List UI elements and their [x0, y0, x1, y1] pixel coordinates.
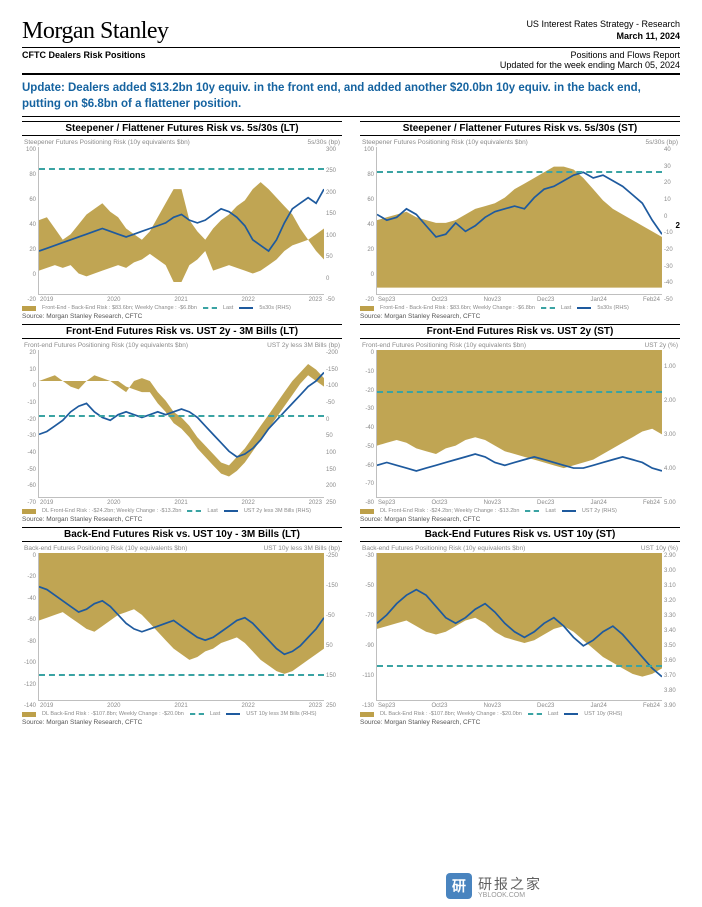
watermark-icon: 研	[446, 873, 472, 899]
chart-cell: Front-End Futures Risk vs. UST 2y (ST) F…	[360, 324, 680, 523]
x-axis: 20192020202120222023	[38, 498, 324, 506]
y-axis-left: 0-10-20-30-40-50-60-70-80	[360, 350, 374, 506]
y-axis-left: 0-20-40-60-80-100-120-140	[22, 553, 36, 709]
reference-line	[377, 665, 662, 667]
x-axis: Sep23Oct23Nov23Dec23Jan24Feb24	[376, 295, 662, 303]
chart-title: Back-End Futures Risk vs. UST 10y - 3M B…	[22, 527, 342, 542]
chart-sub-left: Back-end Futures Positioning Risk (10y e…	[362, 545, 525, 552]
y-axis-right: -250-150-5050150250	[326, 553, 342, 709]
chart-source: Source: Morgan Stanley Research, CFTC	[22, 312, 342, 320]
x-axis: Sep23Oct23Nov23Dec23Jan24Feb24	[376, 701, 662, 709]
section-title: CFTC Dealers Risk Positions	[22, 50, 146, 70]
chart-legend: Front-End - Back-End Risk : $83.6bn; Wee…	[360, 303, 680, 312]
header-line3: Updated for the week ending March 05, 20…	[500, 60, 680, 70]
reference-line	[39, 415, 324, 417]
chart-title: Steepener / Flattener Futures Risk vs. 5…	[360, 121, 680, 136]
y-axis-left: -30-50-70-90-110-130	[360, 553, 374, 709]
chart-plot: 2	[376, 147, 662, 295]
y-axis-left: 20100-10-20-30-40-50-60-70	[22, 350, 36, 506]
chart-legend: DL Back-End Risk : -$107.8bn; Weekly Cha…	[22, 709, 342, 718]
chart-sub-right: UST 2y less 3M Bills (bp)	[267, 342, 340, 349]
chart-plot	[38, 553, 324, 701]
x-axis: Sep23Oct23Nov23Dec23Jan24Feb24	[376, 498, 662, 506]
header-meta: US Interest Rates Strategy - Research Ma…	[526, 18, 680, 42]
reference-line	[39, 674, 324, 676]
chart-sub-right: UST 10y (%)	[641, 545, 678, 552]
chart-sub-left: Steepener Futures Positioning Risk (10y …	[24, 139, 190, 146]
watermark: 研 研报之家 YBLOOK.COM	[446, 873, 542, 899]
chart-sub-left: Back-end Futures Positioning Risk (10y e…	[24, 545, 187, 552]
brand-logo: Morgan Stanley	[22, 18, 169, 45]
header-line1: US Interest Rates Strategy - Research	[526, 18, 680, 30]
reference-line	[39, 168, 324, 170]
header-line2: Positions and Flows Report	[500, 50, 680, 60]
y-axis-right: -200-150-100-50050100150200250	[326, 350, 342, 506]
charts-grid: Steepener / Flattener Futures Risk vs. 5…	[22, 121, 680, 726]
chart-source: Source: Morgan Stanley Research, CFTC	[22, 515, 342, 523]
chart-sub-right: UST 10y less 3M Bills (bp)	[264, 545, 340, 552]
chart-plot	[38, 350, 324, 498]
chart-sub-right: 5s/30s (bp)	[645, 139, 678, 146]
chart-cell: Steepener / Flattener Futures Risk vs. 5…	[360, 121, 680, 320]
y-axis-left: 100806040200-20	[360, 147, 374, 303]
chart-sub-right: UST 2y (%)	[645, 342, 678, 349]
chart-title: Steepener / Flattener Futures Risk vs. 5…	[22, 121, 342, 136]
y-axis-right: 2.903.003.103.203.303.403.503.603.703.80…	[664, 553, 680, 709]
chart-title: Front-End Futures Risk vs. UST 2y (ST)	[360, 324, 680, 339]
y-axis-right: 300250200150100500-50	[326, 147, 342, 303]
chart-source: Source: Morgan Stanley Research, CFTC	[22, 718, 342, 726]
chart-legend: Front-End - Back-End Risk : $83.6bn; Wee…	[22, 303, 342, 312]
x-axis: 20192020202120222023	[38, 701, 324, 709]
chart-cell: Steepener / Flattener Futures Risk vs. 5…	[22, 121, 342, 320]
chart-cell: Back-End Futures Risk vs. UST 10y (ST) B…	[360, 527, 680, 726]
chart-title: Front-End Futures Risk vs. UST 2y - 3M B…	[22, 324, 342, 339]
reference-line	[377, 391, 662, 393]
chart-cell: Front-End Futures Risk vs. UST 2y - 3M B…	[22, 324, 342, 523]
chart-source: Source: Morgan Stanley Research, CFTC	[360, 312, 680, 320]
y-axis-left: 100806040200-20	[22, 147, 36, 303]
chart-source: Source: Morgan Stanley Research, CFTC	[360, 718, 680, 726]
chart-legend: DL Front-End Risk : -$24.2bn; Weekly Cha…	[360, 506, 680, 515]
chart-plot	[38, 147, 324, 295]
chart-sub-left: Steepener Futures Positioning Risk (10y …	[362, 139, 528, 146]
chart-sub-left: Front-end Futures Positioning Risk (10y …	[362, 342, 526, 349]
y-axis-right: 1.002.003.004.005.00	[664, 350, 680, 506]
header-date: March 11, 2024	[526, 30, 680, 42]
chart-title: Back-End Futures Risk vs. UST 10y (ST)	[360, 527, 680, 542]
reference-line	[377, 171, 662, 173]
chart-plot	[376, 553, 662, 701]
watermark-text: 研报之家	[478, 874, 542, 894]
chart-plot	[376, 350, 662, 498]
chart-legend: DL Front-End Risk : -$24.2bn; Weekly Cha…	[22, 506, 342, 515]
chart-source: Source: Morgan Stanley Research, CFTC	[360, 515, 680, 523]
x-axis: 20192020202120222023	[38, 295, 324, 303]
update-text: Update: Dealers added $13.2bn 10y equiv.…	[22, 75, 680, 117]
chart-sub-right: 5s/30s (bp)	[307, 139, 340, 146]
chart-legend: DL Back-End Risk : -$107.8bn; Weekly Cha…	[360, 709, 680, 718]
subheader: CFTC Dealers Risk Positions Positions an…	[22, 48, 680, 75]
chart-cell: Back-End Futures Risk vs. UST 10y - 3M B…	[22, 527, 342, 726]
header: Morgan Stanley US Interest Rates Strateg…	[22, 18, 680, 48]
page-marker: 2	[676, 221, 680, 230]
chart-sub-left: Front-end Futures Positioning Risk (10y …	[24, 342, 188, 349]
